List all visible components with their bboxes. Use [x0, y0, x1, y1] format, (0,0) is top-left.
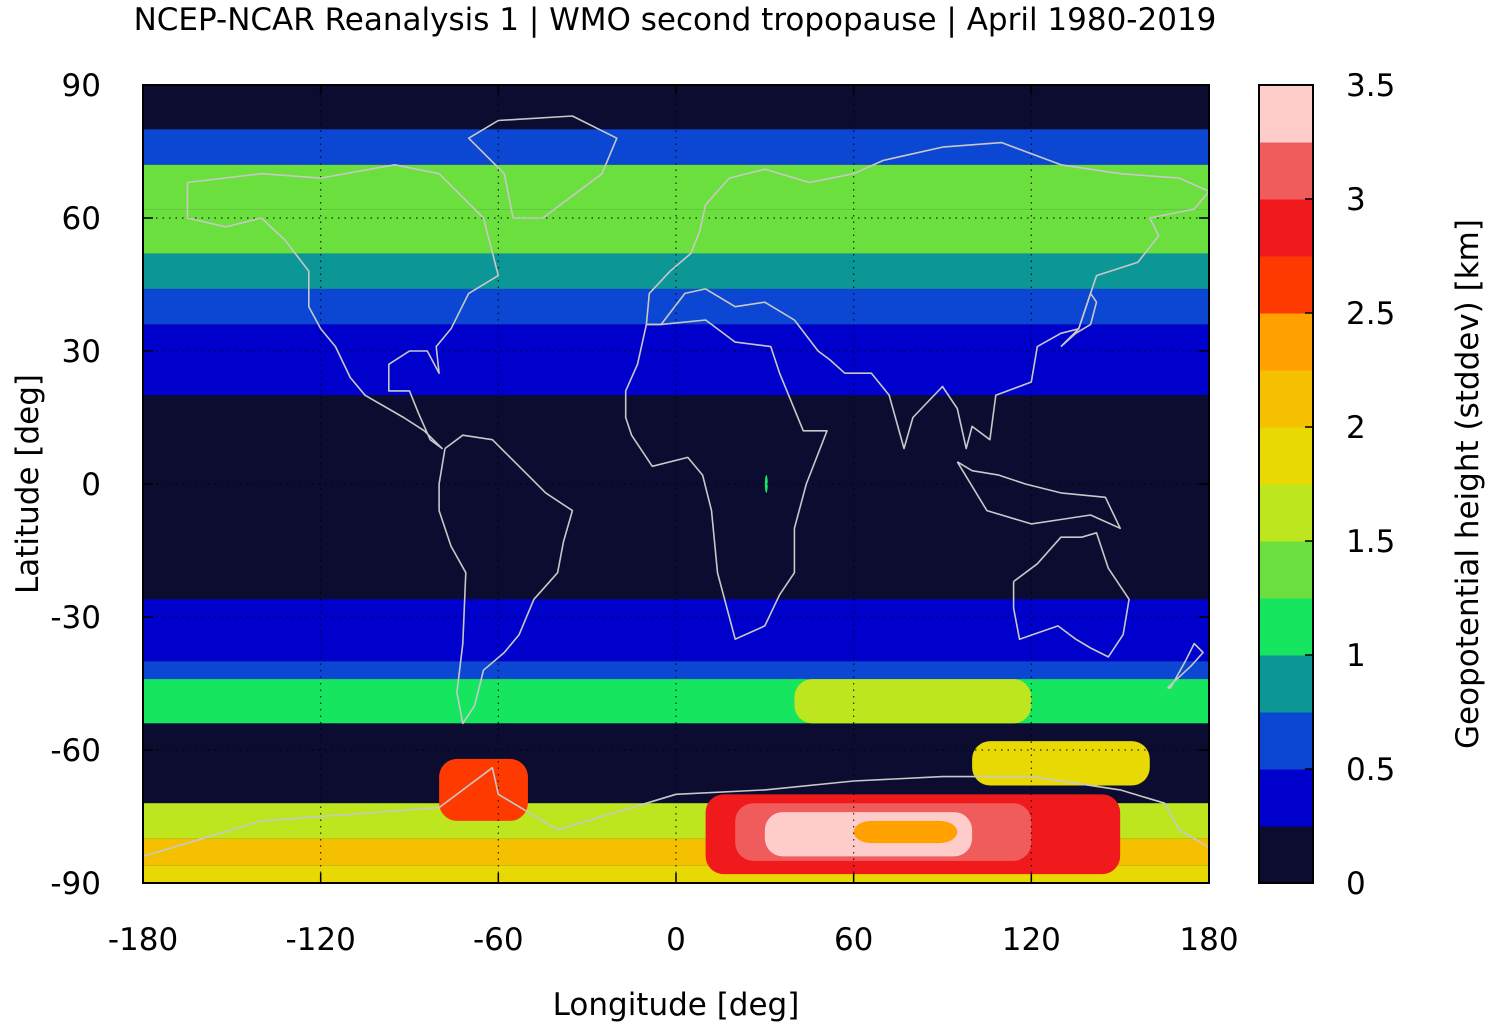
coastline-2 [624, 319, 828, 641]
colorbar-tick-label: 1.5 [1346, 524, 1395, 560]
colorbar-swatch-1 [1259, 769, 1313, 827]
heatmap-band-6 [143, 324, 1209, 396]
heatmap-feature-9 [764, 475, 768, 493]
colorbar-tick-label: 0 [1346, 866, 1366, 902]
colorbar-tick-label: 2.5 [1346, 296, 1395, 332]
heatmap-band-3 [143, 209, 1209, 254]
colorbar-frame [1258, 84, 1314, 884]
x-tick-label: 180 [1179, 922, 1238, 958]
y-tick-label: -90 [50, 866, 101, 902]
axes: -180 -120 -60 0 60 120 180 90 60 30 0 -30 -60 -90 [50, 68, 1238, 958]
x-tick-label: -60 [473, 922, 524, 958]
colorbar: 0 0.5 1 1.5 2 2.5 3 3.5 [1258, 68, 1395, 902]
colorbar-tick-label: 2 [1346, 410, 1366, 446]
colorbar-swatch-12 [1259, 142, 1313, 200]
y-tick-label: 30 [62, 334, 101, 370]
heatmap-feature-3 [853, 820, 958, 844]
y-tick-label: -60 [50, 733, 101, 769]
colorbar-swatch-11 [1259, 199, 1313, 257]
colorbar-swatch-6 [1259, 484, 1313, 542]
y-tick-label: 90 [62, 68, 101, 104]
coastlines [142, 115, 1210, 858]
colorbar-swatch-10 [1259, 256, 1313, 314]
chart-title: NCEP-NCAR Reanalysis 1 | WMO second trop… [134, 2, 1217, 38]
heatmap-feature-4 [439, 758, 528, 821]
colorbar-swatch-9 [1259, 313, 1313, 371]
colorbar-tick-label: 1 [1346, 638, 1366, 674]
colorbar-label: Geopotential height (stddev) [km] [1450, 219, 1486, 749]
colorbar-swatch-13 [1259, 85, 1313, 143]
coastline-8 [956, 461, 1121, 530]
colorbar-swatch-3 [1259, 655, 1313, 713]
x-tick-label: 120 [1002, 922, 1061, 958]
heatmap-band-2 [143, 164, 1209, 210]
colorbar-tick-label: 3 [1346, 182, 1366, 218]
y-axis-label: Latitude [deg] [10, 374, 46, 594]
coastline-7 [1166, 642, 1204, 689]
coastline-6 [142, 766, 1210, 858]
heatmap-band-1 [143, 129, 1209, 165]
x-tick-label: 60 [834, 922, 873, 958]
colorbar-swatch-5 [1259, 541, 1313, 599]
colorbar-swatch-4 [1259, 598, 1313, 656]
x-axis-label: Longitude [deg] [553, 987, 800, 1023]
coastline-3 [645, 141, 1210, 450]
coastline-5 [467, 115, 618, 219]
coastline-0 [186, 164, 500, 450]
y-tick-label: 0 [81, 467, 101, 503]
coastline-9 [1060, 292, 1098, 348]
coastline-1 [438, 434, 574, 725]
heatmap-feature-6 [794, 679, 1032, 724]
colorbar-swatch-0 [1259, 826, 1313, 884]
heatmap-band-9 [143, 599, 1209, 662]
heatmap-band-4 [143, 253, 1209, 289]
y-tick-label: 60 [62, 201, 101, 237]
y-tick-label: -30 [50, 600, 101, 636]
colorbar-swatch-7 [1259, 427, 1313, 485]
x-tick-label: -180 [108, 922, 178, 958]
x-tick-label: -120 [285, 922, 355, 958]
coastline-4 [1012, 531, 1130, 658]
heatmap-feature-5 [972, 741, 1150, 786]
x-tick-label: 0 [666, 922, 686, 958]
colorbar-tick-label: 3.5 [1346, 68, 1395, 104]
colorbar-tick-label: 0.5 [1346, 752, 1395, 788]
colorbar-swatch-2 [1259, 712, 1313, 770]
colorbar-swatch-8 [1259, 370, 1313, 428]
